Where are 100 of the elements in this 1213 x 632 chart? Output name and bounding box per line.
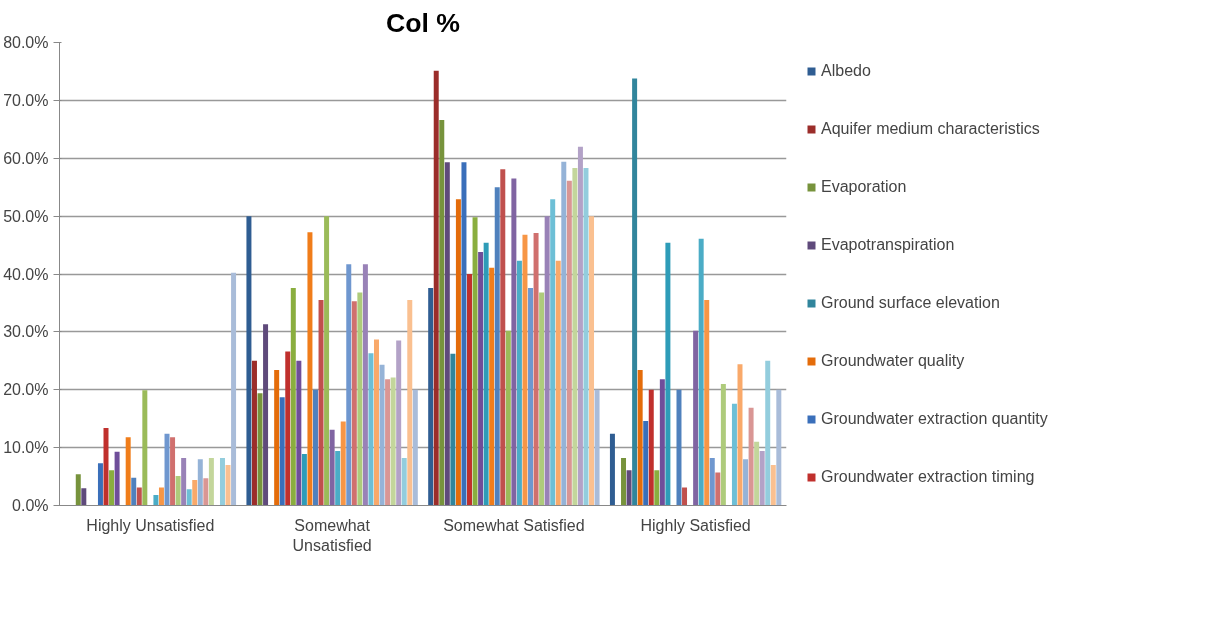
bar [390,377,396,506]
chart-title: Col % [385,7,461,38]
bar [544,216,550,506]
bar [290,287,296,506]
bar [97,463,103,506]
y-tick-label: 50.0% [3,207,49,225]
bar [455,199,461,506]
bar [379,364,385,506]
bar [109,470,115,506]
bar [329,429,335,506]
bar [368,353,374,506]
bar [609,433,615,506]
bar [335,451,341,506]
bar [374,339,379,506]
y-tick-label: 80.0% [3,34,49,51]
bar [428,287,434,506]
x-tick-label: Somewhat Unsatisfied [292,516,372,554]
bar [158,487,164,506]
y-tick-label: 60.0% [3,149,49,167]
legend-label: Groundwater extraction quantity [821,410,1048,428]
bar [659,379,665,506]
bar [274,370,280,506]
bar [704,300,710,506]
bar [231,272,237,506]
bar [505,330,511,506]
bar [181,458,187,506]
bar [472,217,478,506]
bar [219,458,225,506]
bar [103,427,109,506]
bar [637,370,643,506]
y-tick-label: 20.0% [3,381,49,399]
bar [731,403,737,506]
bar [301,453,307,506]
bar [589,216,595,506]
bar [412,389,418,506]
bar [483,242,489,506]
legend-label: Evaporation [821,178,907,196]
bar [263,324,269,506]
bar [626,470,632,506]
bar [251,360,257,506]
bar [748,407,754,506]
y-tick-label: 30.0% [3,323,49,341]
bar [407,300,413,506]
bar [737,364,743,506]
x-tick-label: Highly Satisfied [640,516,751,534]
bar [346,264,352,506]
legend-label: Groundwater extraction timing [821,468,1035,486]
bar [566,180,572,506]
bar [693,330,699,506]
bar [296,360,302,506]
bar [643,421,649,506]
bar [357,292,363,506]
bar [131,477,137,506]
bar [307,232,313,506]
legend-label: Albedo [821,62,871,80]
bar [81,488,87,506]
bar [312,389,318,506]
bar [401,458,407,506]
bar [720,383,726,506]
legend-label: Evapotranspiration [821,236,955,254]
bar [164,433,170,506]
bar [555,260,561,506]
bar [467,274,472,506]
bar [583,168,589,506]
legend-label: Ground surface elevation [821,294,1000,312]
bar [324,216,330,506]
bar [572,168,578,506]
bar [754,441,760,506]
bar [676,389,682,506]
bar [759,451,765,506]
bar [396,340,402,506]
bar [648,389,654,506]
bar [516,260,522,506]
bar [362,264,368,506]
bar [136,487,142,506]
y-tick-label: 10.0% [3,439,49,457]
bar [208,458,214,506]
bar [279,397,285,506]
legend-label: Groundwater quality [821,352,965,370]
bar [594,389,600,506]
bar [75,474,81,506]
bar [125,437,131,506]
legend-label: Aquifer medium characteristics [821,120,1040,138]
y-tick-label: 0.0% [12,497,49,514]
bar [351,301,357,506]
bar [715,472,721,506]
bar [494,187,500,506]
bar [561,161,567,506]
bar [709,458,715,506]
bar [511,178,517,506]
bar [632,78,638,506]
bar [385,379,391,506]
bar [478,252,484,506]
bar [743,459,749,506]
bar [665,242,671,506]
bar [285,351,291,506]
y-tick-label: 40.0% [3,265,49,283]
bar [114,451,120,506]
bar [776,389,782,506]
bar [340,421,346,506]
